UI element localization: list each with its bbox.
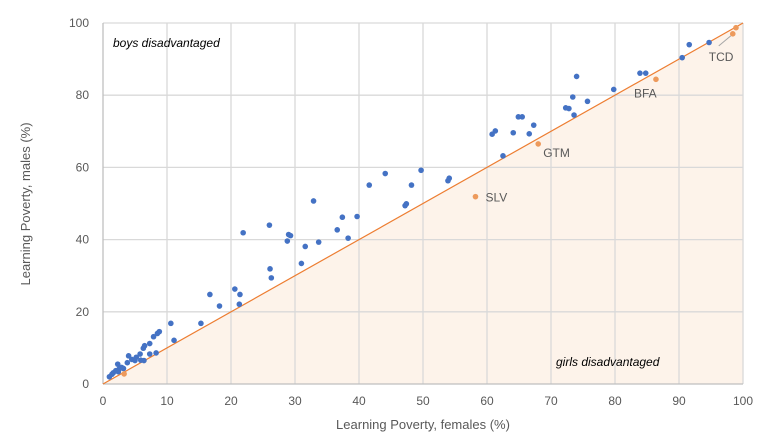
x-tick-label: 70: [544, 394, 558, 408]
data-point-girls-higher: [733, 24, 739, 31]
data-point-boys-higher: [686, 41, 693, 48]
data-point-boys-higher: [232, 286, 238, 292]
x-tick-label: 10: [160, 394, 174, 408]
point-labels: SLV GTM BFA TCD: [485, 35, 734, 205]
data-point-boys-higher: [315, 239, 322, 245]
data-point-boys-higher: [446, 175, 453, 182]
data-point-boys-higher: [302, 243, 309, 250]
data-point-boys-higher: [310, 198, 317, 204]
x-tick-label: 40: [352, 394, 366, 408]
x-tick-label: 80: [608, 394, 622, 408]
data-point-boys-higher: [150, 333, 157, 340]
y-tick-label: 40: [76, 233, 90, 247]
data-point-boys-higher: [141, 357, 147, 364]
data-point-boys-higher: [566, 105, 572, 112]
data-point-boys-higher: [207, 291, 213, 298]
data-point-boys-higher: [124, 359, 131, 366]
data-point-boys-higher: [156, 328, 163, 335]
data-point-girls-higher: [121, 371, 127, 377]
country-label: BFA: [634, 86, 657, 100]
data-point-boys-higher: [510, 129, 517, 136]
data-point-boys-higher: [284, 238, 291, 244]
data-points: [106, 24, 739, 380]
data-point-boys-higher: [137, 351, 143, 357]
data-point-boys-higher: [171, 337, 177, 344]
data-point-boys-higher: [515, 114, 522, 120]
data-point-boys-higher: [571, 112, 577, 118]
data-point-boys-higher: [706, 39, 712, 46]
data-point-boys-higher: [133, 354, 140, 361]
x-tick-label: 50: [416, 394, 430, 408]
data-point-boys-higher: [526, 131, 533, 137]
data-point-girls-higher: [472, 193, 479, 200]
country-label: GTM: [543, 146, 570, 160]
data-point-boys-higher: [642, 70, 649, 76]
y-tick-label: 60: [76, 160, 90, 174]
parity-line: [102, 22, 744, 385]
annotation-boys-disadvantaged: boys disadvantaged: [113, 36, 220, 50]
data-point-girls-higher: [535, 141, 541, 147]
data-point-boys-higher: [366, 182, 373, 188]
data-point-boys-higher: [298, 260, 305, 267]
data-point-boys-higher: [418, 167, 424, 174]
data-point-boys-higher: [500, 153, 506, 159]
x-tick-label: 60: [480, 394, 494, 408]
data-point-boys-higher: [120, 365, 127, 372]
data-point-boys-higher: [146, 351, 153, 357]
data-point-boys-higher: [141, 342, 148, 349]
parity-line-segment: [102, 22, 744, 385]
y-tick-label: 100: [69, 16, 89, 30]
y-tick-label: 0: [82, 377, 89, 391]
data-point-boys-higher: [382, 170, 389, 177]
data-point-boys-higher: [610, 86, 617, 93]
country-label: SLV: [485, 191, 507, 205]
data-point-girls-higher: [653, 76, 659, 83]
data-point-boys-higher: [679, 54, 685, 61]
x-tick-label: 30: [288, 394, 302, 408]
y-tick-label: 20: [76, 305, 90, 319]
y-axis-label: Learning Poverty, males (%): [18, 122, 33, 285]
data-point-girls-higher: [729, 31, 736, 37]
data-point-boys-higher: [573, 73, 580, 80]
data-point-boys-higher: [216, 303, 223, 309]
x-tick-label: 20: [224, 394, 238, 408]
data-point-boys-higher: [125, 353, 132, 359]
data-point-boys-higher: [492, 128, 499, 134]
country-label: TCD: [709, 50, 734, 64]
data-point-boys-higher: [240, 229, 246, 236]
grid: [103, 22, 744, 384]
data-point-boys-higher: [530, 122, 537, 128]
data-point-boys-higher: [408, 182, 415, 188]
data-point-boys-higher: [114, 361, 121, 367]
data-point-boys-higher: [146, 340, 153, 347]
data-point-boys-higher: [403, 201, 410, 207]
x-tick-label: 100: [733, 394, 753, 408]
data-point-boys-higher: [637, 70, 643, 76]
data-point-boys-higher: [354, 213, 360, 220]
data-point-boys-higher: [345, 235, 351, 241]
data-point-boys-higher: [153, 350, 159, 356]
axes: 0 10 20 30 40 50 60 70 80 90 100 0 20 40 60 80 100: [69, 16, 753, 408]
annotation-girls-disadvantaged: girls disadvantaged: [556, 355, 660, 369]
label-leader-line: [718, 35, 732, 47]
y-tick-label: 80: [76, 88, 90, 102]
x-tick-label: 90: [672, 394, 686, 408]
data-point-boys-higher: [334, 227, 341, 233]
data-point-boys-higher: [168, 320, 174, 327]
data-point-boys-higher: [339, 214, 346, 221]
data-point-boys-higher: [584, 98, 591, 105]
data-point-boys-higher: [266, 222, 273, 228]
data-point-boys-higher: [268, 275, 275, 281]
data-point-boys-higher: [519, 114, 525, 120]
data-point-boys-higher: [287, 232, 294, 239]
data-point-boys-higher: [267, 266, 273, 272]
x-tick-label: 0: [100, 394, 107, 408]
x-axis-label: Learning Poverty, females (%): [336, 417, 510, 432]
data-point-boys-higher: [569, 94, 576, 100]
data-point-boys-higher: [236, 301, 243, 308]
data-point-boys-higher: [198, 320, 204, 327]
data-point-boys-higher: [237, 291, 243, 298]
